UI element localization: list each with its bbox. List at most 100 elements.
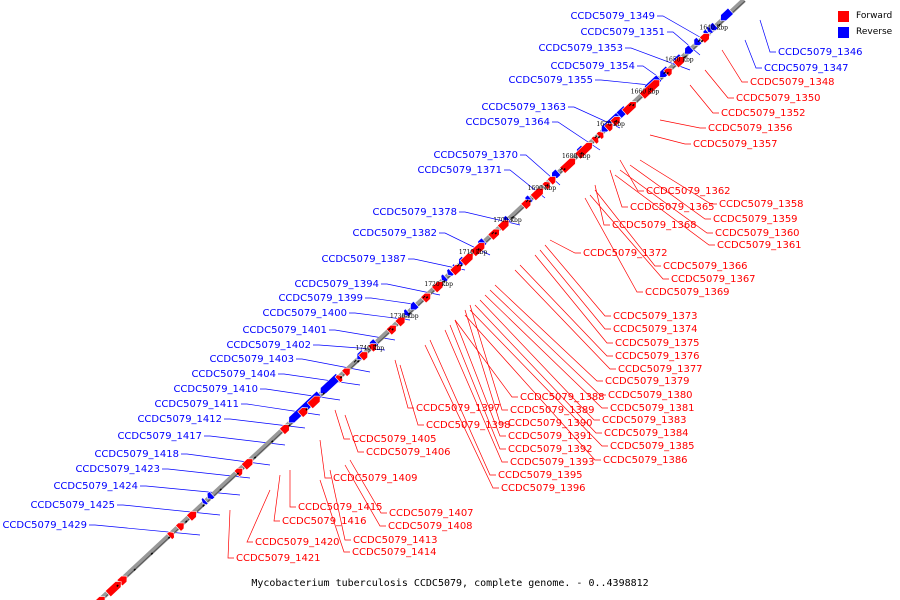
forward-gene-31 xyxy=(240,458,254,471)
forward-gene-33 xyxy=(186,510,197,522)
tick-label: 1660 kbp xyxy=(631,89,660,96)
reverse-gene-label: CCDC5079_1429 xyxy=(2,520,87,531)
minor-tick xyxy=(546,183,549,187)
forward-gene-label: CCDC5079_1393 xyxy=(510,457,595,468)
gene-shape xyxy=(403,308,412,317)
minor-tick xyxy=(219,488,222,491)
forward-gene-label: CCDC5079_1390 xyxy=(508,418,593,429)
reverse-gene-label: CCDC5079_1364 xyxy=(465,117,550,128)
reverse-gene-label: CCDC5079_1418 xyxy=(94,449,179,460)
reverse-gene-label: CCDC5079_1400 xyxy=(262,308,347,319)
reverse-gene-0 xyxy=(720,7,734,22)
gene-shape xyxy=(684,44,695,55)
minor-tick xyxy=(580,151,583,155)
leader-line xyxy=(349,312,411,321)
leader-line xyxy=(619,159,644,192)
forward-gene-label: CCDC5079_1413 xyxy=(353,535,438,546)
forward-gene-label: CCDC5079_1383 xyxy=(602,415,687,426)
leader-line xyxy=(449,324,506,450)
gene-shape xyxy=(487,228,500,241)
forward-gene-label: CCDC5079_1367 xyxy=(671,274,756,285)
leader-line xyxy=(479,299,600,421)
gene-shape xyxy=(590,135,600,145)
forward-gene-12 xyxy=(541,181,551,191)
forward-gene-label: CCDC5079_1415 xyxy=(298,502,383,513)
tick-mark xyxy=(491,231,495,235)
gene-shape xyxy=(446,268,455,277)
leader-line xyxy=(381,283,441,296)
leader-line xyxy=(609,169,628,208)
minor-tick xyxy=(288,424,291,427)
tick-label: 1700 kbp xyxy=(493,217,522,224)
forward-gene-label: CCDC5079_1359 xyxy=(713,214,798,225)
leader-line xyxy=(584,197,643,293)
leader-line xyxy=(329,329,396,341)
reverse-gene-label: CCDC5079_1387 xyxy=(321,254,406,265)
leader-line xyxy=(334,409,350,440)
forward-gene-label: CCDC5079_1381 xyxy=(610,403,695,414)
gene-labels: CCDC5079_1349 CCDC5079_1351 CCDC5079_1353 C… xyxy=(2,11,862,564)
leader-line xyxy=(329,469,351,541)
forward-gene-label: CCDC5079_1356 xyxy=(708,123,793,134)
leader-line xyxy=(117,504,221,516)
reverse-gene-label: CCDC5079_1349 xyxy=(570,11,655,22)
leader-line xyxy=(89,524,201,536)
gene-shape xyxy=(319,373,342,394)
leader-line xyxy=(459,211,521,226)
leader-line xyxy=(319,479,350,553)
minor-tick xyxy=(271,440,274,443)
reverse-gene-label: CCDC5079_1370 xyxy=(433,150,518,161)
tick-label: 1650 kbp xyxy=(665,57,694,64)
gene-shape xyxy=(341,367,351,378)
reverse-gene-label: CCDC5079_1351 xyxy=(580,27,665,38)
leader-line xyxy=(619,169,713,234)
forward-gene-26 xyxy=(341,367,351,378)
tick-label: 1670 kbp xyxy=(596,121,625,128)
leader-line xyxy=(568,106,621,129)
leader-line xyxy=(629,164,711,220)
minor-tick xyxy=(374,344,377,347)
tick-label: 1680 kbp xyxy=(562,153,591,160)
forward-gene-label: CCDC5079_1365 xyxy=(630,202,715,213)
minor-tick xyxy=(408,312,412,315)
gene-shape xyxy=(431,281,444,294)
minor-tick xyxy=(356,360,360,363)
forward-gene-label: CCDC5079_1374 xyxy=(613,324,698,335)
forward-gene-23 xyxy=(385,324,397,336)
forward-gene-13 xyxy=(529,187,544,202)
reverse-gene-26 xyxy=(200,497,209,506)
leader-line xyxy=(464,314,601,461)
leader-line xyxy=(289,470,296,508)
leader-line xyxy=(474,304,602,434)
tick-mark xyxy=(525,199,529,203)
backbone-shadow xyxy=(101,0,746,600)
leader-line xyxy=(181,453,271,466)
leader-line xyxy=(544,244,611,317)
minor-tick xyxy=(649,87,652,91)
gene-shape xyxy=(440,273,449,282)
forward-gene-36 xyxy=(116,575,128,587)
forward-gene-label: CCDC5079_1360 xyxy=(715,228,800,239)
leader-line xyxy=(319,439,331,479)
gene-shape xyxy=(541,181,551,191)
reverse-gene-17 xyxy=(446,268,455,277)
leader-line xyxy=(594,189,661,267)
forward-gene-label: CCDC5079_1366 xyxy=(663,261,748,272)
forward-gene-9 xyxy=(574,142,593,160)
tick-label: 1690 kbp xyxy=(528,185,557,192)
gene-shape xyxy=(420,292,431,304)
reverse-swatch xyxy=(838,26,849,38)
leader-line xyxy=(494,284,603,382)
genome-backbone xyxy=(98,0,746,600)
leader-lines xyxy=(89,15,776,559)
minor-tick xyxy=(133,568,136,571)
leader-line xyxy=(637,65,661,79)
forward-gene-label: CCDC5079_1409 xyxy=(333,473,418,484)
reverse-gene-label: CCDC5079_1363 xyxy=(481,102,566,113)
gene-shape xyxy=(306,395,321,410)
gene-shape xyxy=(385,324,397,336)
reverse-gene-label: CCDC5079_1347 xyxy=(764,63,849,74)
gene-shape xyxy=(410,300,420,311)
tick-mark xyxy=(456,263,460,267)
